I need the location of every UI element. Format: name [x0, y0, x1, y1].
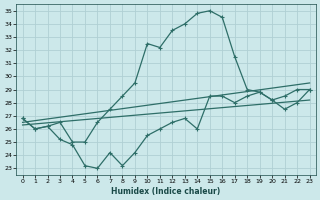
X-axis label: Humidex (Indice chaleur): Humidex (Indice chaleur)	[111, 187, 221, 196]
